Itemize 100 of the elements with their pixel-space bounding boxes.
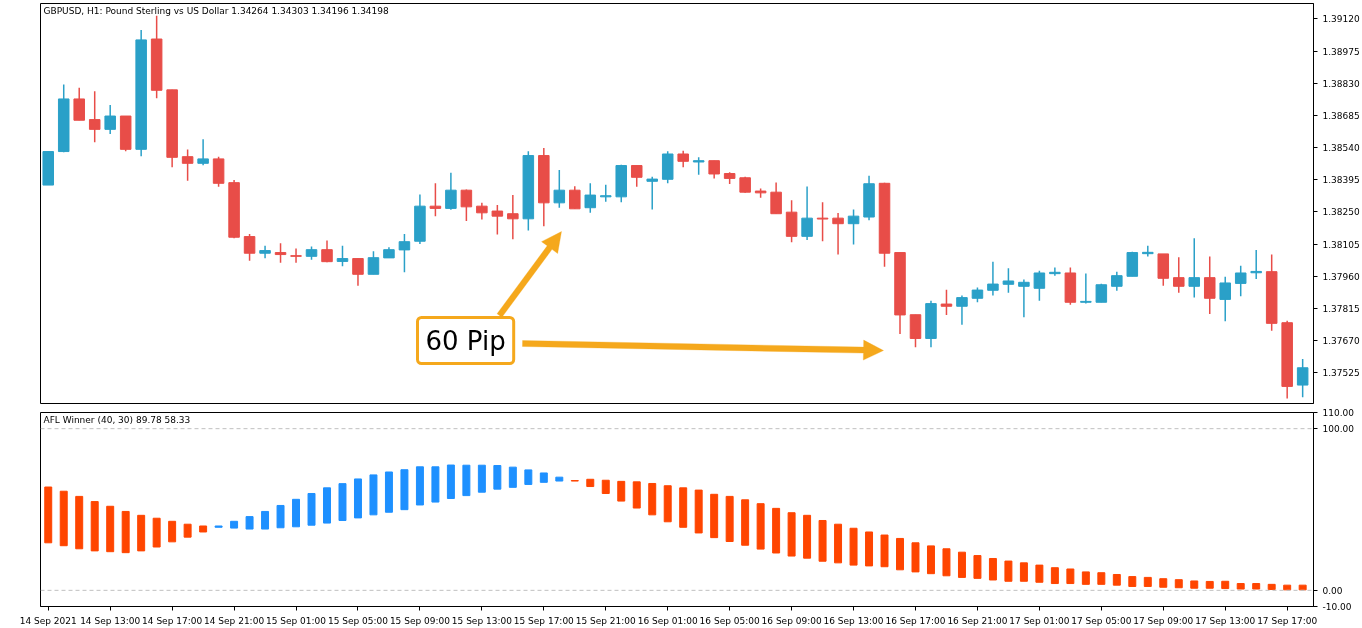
bar bbox=[632, 481, 641, 509]
x-tick-label: 17 Sep 17:00 bbox=[1257, 615, 1318, 626]
candlestick bbox=[1126, 250, 1139, 278]
bar bbox=[168, 520, 177, 543]
candlestick bbox=[460, 188, 473, 222]
bar bbox=[1112, 573, 1121, 586]
bar bbox=[942, 548, 951, 577]
y-tick-label: 1.39120 bbox=[1322, 14, 1360, 25]
x-tick-label: 15 Sep 17:00 bbox=[513, 615, 575, 626]
bar bbox=[353, 478, 362, 519]
y-tick-label: -10.00 bbox=[1322, 602, 1352, 612]
bar bbox=[415, 466, 424, 506]
bar bbox=[400, 469, 409, 511]
bar bbox=[1174, 579, 1183, 589]
bar bbox=[927, 545, 935, 575]
bar bbox=[493, 465, 502, 490]
candlestick bbox=[801, 185, 813, 241]
y-tick-label: 110.00 bbox=[1322, 408, 1355, 418]
candlestick bbox=[1234, 264, 1247, 298]
bar bbox=[1019, 562, 1028, 582]
y-tick-label: 1.38975 bbox=[1322, 46, 1360, 57]
bar bbox=[199, 525, 208, 533]
candlestick bbox=[770, 181, 782, 215]
x-tick-label: 14 Sep 17:00 bbox=[142, 615, 203, 626]
y-tick-label: 1.37815 bbox=[1322, 303, 1360, 314]
bar bbox=[230, 520, 239, 529]
y-tick-label: 0.00 bbox=[1322, 585, 1343, 596]
x-tick-label: 17 Sep 01:00 bbox=[1009, 615, 1070, 626]
bar bbox=[477, 464, 486, 493]
bar bbox=[648, 482, 657, 516]
candlestick bbox=[909, 313, 922, 349]
bar bbox=[90, 501, 99, 552]
bar bbox=[1143, 576, 1152, 587]
candlestick bbox=[88, 90, 101, 143]
bar bbox=[106, 505, 115, 553]
bar bbox=[849, 527, 858, 566]
bar bbox=[59, 490, 68, 547]
x-tick-label: 14 Sep 2021 bbox=[19, 615, 77, 626]
candlestick bbox=[367, 250, 380, 276]
x-tick-label: 17 Sep 05:00 bbox=[1071, 615, 1132, 626]
bar bbox=[586, 478, 595, 488]
chart-title: AFL Winner (40, 30) 89.78 58.33 bbox=[43, 414, 191, 425]
y-tick-label: 1.37525 bbox=[1322, 368, 1360, 379]
bar bbox=[384, 471, 393, 513]
candlestick bbox=[336, 244, 349, 268]
candlestick bbox=[1049, 266, 1061, 277]
bar bbox=[369, 474, 378, 516]
candlestick bbox=[1219, 276, 1231, 323]
candlestick bbox=[832, 212, 844, 256]
bar bbox=[1050, 567, 1059, 585]
bar bbox=[1221, 580, 1230, 590]
candlestick bbox=[1173, 256, 1185, 294]
bar bbox=[1252, 583, 1261, 590]
bar bbox=[1283, 584, 1292, 591]
bar bbox=[1128, 576, 1137, 587]
x-tick-label: 15 Sep 05:00 bbox=[327, 615, 389, 626]
candlestick bbox=[584, 182, 597, 214]
y-tick-label: 1.38250 bbox=[1322, 207, 1360, 218]
candlestick bbox=[507, 194, 519, 240]
x-tick-label: 16 Sep 21:00 bbox=[947, 615, 1008, 626]
candlestick bbox=[181, 148, 194, 182]
y-tick-label: 1.38105 bbox=[1322, 239, 1360, 250]
candlestick bbox=[243, 233, 256, 262]
bar bbox=[508, 466, 517, 488]
x-tick-label: 15 Sep 09:00 bbox=[389, 615, 451, 626]
candlestick bbox=[847, 208, 860, 246]
candlestick bbox=[1250, 249, 1262, 280]
candlestick bbox=[987, 260, 999, 297]
bar bbox=[462, 464, 471, 497]
candlestick bbox=[569, 185, 581, 210]
x-tick-label: 16 Sep 17:00 bbox=[885, 615, 946, 626]
y-tick-label: 1.38685 bbox=[1322, 110, 1360, 121]
x-tick-label: 16 Sep 09:00 bbox=[761, 615, 822, 626]
bar bbox=[1035, 564, 1044, 583]
candlestick bbox=[1080, 272, 1092, 305]
candlestick bbox=[1033, 270, 1046, 302]
bar bbox=[1298, 584, 1307, 591]
candlestick bbox=[491, 204, 504, 236]
bar bbox=[787, 512, 796, 557]
candlestick bbox=[816, 201, 829, 242]
bar bbox=[663, 485, 672, 523]
candlestick bbox=[352, 257, 364, 287]
y-tick-label: 1.38540 bbox=[1322, 143, 1360, 154]
bar bbox=[617, 480, 626, 502]
candlestick bbox=[1002, 267, 1015, 294]
y-tick-label: 100.00 bbox=[1322, 424, 1355, 435]
bar bbox=[431, 466, 440, 503]
candlestick bbox=[398, 233, 411, 274]
bar bbox=[1066, 568, 1075, 585]
bar bbox=[539, 472, 548, 483]
bar bbox=[818, 519, 827, 562]
bar bbox=[957, 551, 966, 578]
bar bbox=[75, 495, 84, 550]
x-tick-label: 17 Sep 13:00 bbox=[1195, 615, 1256, 626]
bar bbox=[772, 507, 781, 554]
candlestick bbox=[1142, 244, 1154, 258]
x-tick-label: 16 Sep 05:00 bbox=[699, 615, 760, 626]
x-tick-label: 15 Sep 21:00 bbox=[575, 615, 637, 626]
bar bbox=[1097, 572, 1106, 585]
bar bbox=[524, 469, 533, 485]
